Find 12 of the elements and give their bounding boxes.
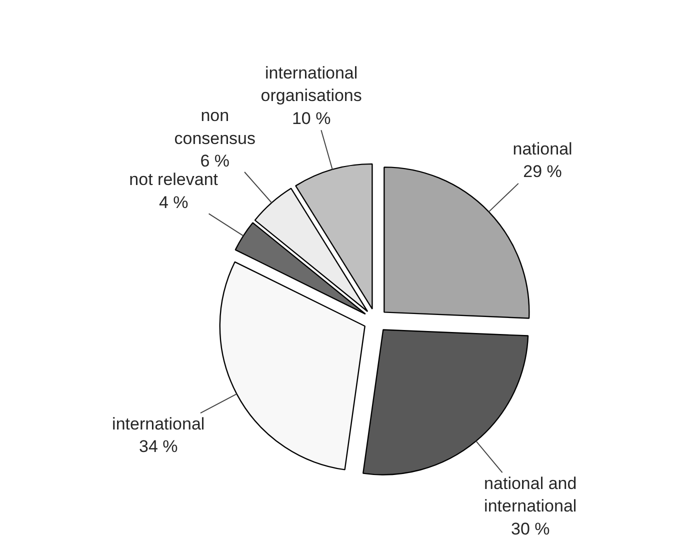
data-label: 6 % xyxy=(200,152,230,171)
data-label: 30 % xyxy=(511,520,550,539)
slice-label: international xyxy=(112,414,205,434)
data-label: 10 % xyxy=(292,108,331,128)
slice-label: national and international xyxy=(484,474,577,516)
slice-label: not relevant xyxy=(129,170,218,190)
slice-label: national xyxy=(512,139,572,158)
slice-label: international organisations xyxy=(260,63,362,106)
slice-label: non consensus xyxy=(174,106,256,148)
data-label: 29 % xyxy=(523,162,562,182)
data-label: 34 % xyxy=(139,437,178,456)
data-label: 4 % xyxy=(158,193,188,212)
